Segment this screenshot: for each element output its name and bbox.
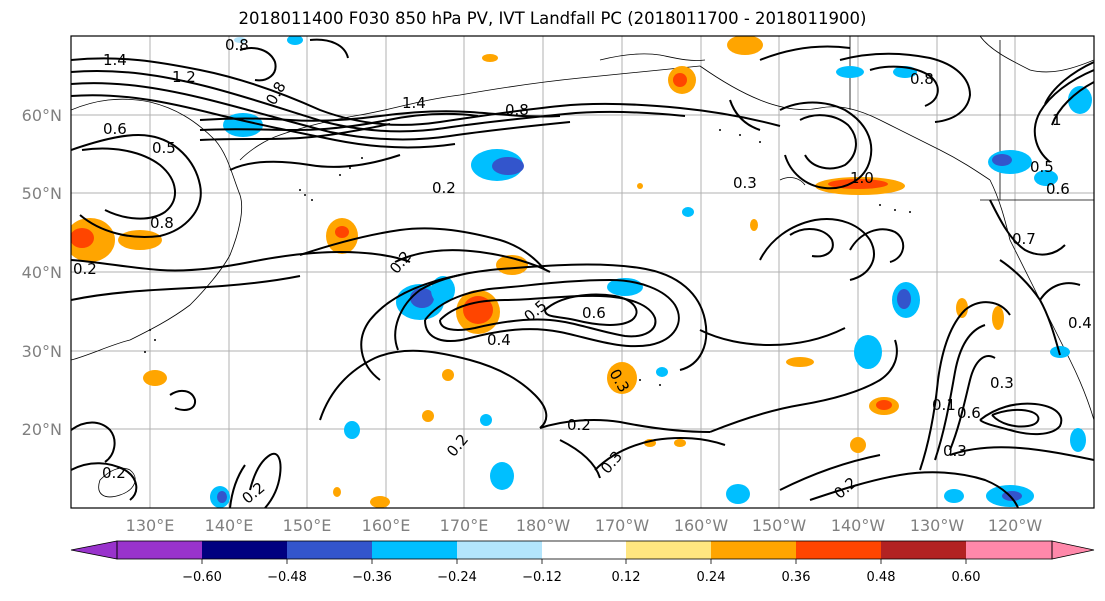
pv-contours xyxy=(71,38,1094,508)
lat-label-50n: 50°N xyxy=(22,184,62,203)
colorbar-segment xyxy=(372,541,457,559)
map-frame xyxy=(70,35,1095,509)
lon-label: 140°E xyxy=(205,516,254,535)
contour-label: 0.8 xyxy=(150,214,174,232)
lon-label: 150°E xyxy=(283,516,332,535)
contour-label: 0.3 xyxy=(943,442,967,460)
contour-label: 0.6 xyxy=(103,120,127,138)
contour-label: 0.2 xyxy=(73,260,97,278)
lon-label: 160°W xyxy=(674,516,729,535)
map-title: 2018011400 F030 850 hPa PV, IVT Landfall… xyxy=(238,9,867,28)
colorbar-segment xyxy=(966,541,1052,559)
contour-label: 1.0 xyxy=(850,169,874,187)
colorbar-segment xyxy=(287,541,372,559)
colorbar-extend-max xyxy=(1052,541,1094,559)
contour-label: 0.8 xyxy=(910,70,934,88)
contour-label: 0.3 xyxy=(733,174,757,192)
contour-label: 0.2 xyxy=(102,464,126,482)
contour-label: 1 xyxy=(1052,111,1062,129)
lon-label: 160°E xyxy=(362,516,411,535)
contour-label: 0.4 xyxy=(1068,314,1092,332)
colorbar-segment xyxy=(202,541,287,559)
lon-label: 130°E xyxy=(126,516,175,535)
lon-label: 150°W xyxy=(752,516,807,535)
contour-label: 0.6 xyxy=(582,304,606,322)
graticule xyxy=(71,36,1094,508)
colorbar-segment xyxy=(457,541,542,559)
contour-label: 0.4 xyxy=(487,331,511,349)
colorbar: −0.60 −0.48 −0.36 −0.24 −0.12 0.12 0.24 … xyxy=(70,540,1095,585)
contour-label: 0.2 xyxy=(567,416,591,434)
island-chain xyxy=(144,129,911,386)
colorbar-segment xyxy=(796,541,881,559)
colorbar-segment xyxy=(542,541,626,559)
lat-label-30n: 30°N xyxy=(22,342,62,361)
colorbar-segment xyxy=(117,541,202,559)
colorbar-tick-label: −0.24 xyxy=(437,570,477,585)
colorbar-tick-label: −0.48 xyxy=(267,570,307,585)
lat-label-40n: 40°N xyxy=(22,263,62,282)
lat-label-20n: 20°N xyxy=(22,420,62,439)
contour-label: 0.7 xyxy=(1012,230,1036,248)
contour-label: 1.4 xyxy=(402,94,426,112)
contour-label: 0.1 xyxy=(932,396,956,414)
lat-label-60n: 60°N xyxy=(22,106,62,125)
colorbar-segments xyxy=(71,541,1094,559)
contour-label: 0.6 xyxy=(957,404,981,422)
colorbar-segment xyxy=(711,541,796,559)
positive-pv-fills xyxy=(71,36,1004,508)
lon-label: 180°W xyxy=(516,516,571,535)
colorbar-tick-label: 0.60 xyxy=(952,570,981,585)
colorbar-tick-label: −0.60 xyxy=(182,570,222,585)
lon-label: 170°E xyxy=(440,516,489,535)
contour-label: 0.3 xyxy=(990,374,1014,392)
contour-label: 0.8 xyxy=(225,36,249,54)
lon-label: 130°W xyxy=(910,516,965,535)
colorbar-tick-label: −0.12 xyxy=(522,570,562,585)
colorbar-tick-label: −0.36 xyxy=(352,570,392,585)
longitude-labels: 130°E 140°E 150°E 160°E 170°E 180°W 170°… xyxy=(126,516,1043,535)
contour-label: 1.4 xyxy=(103,51,127,69)
contour-label: 0.8 xyxy=(505,101,529,119)
lon-label: 170°W xyxy=(595,516,650,535)
contour-label: 0.6 xyxy=(1046,180,1070,198)
colorbar-tick-label: 0.24 xyxy=(697,570,726,585)
colorbar-segment xyxy=(626,541,711,559)
contour-label: 1.2 xyxy=(172,68,196,86)
contour-label: 0.2 xyxy=(432,179,456,197)
latitude-labels: 60°N 50°N 40°N 30°N 20°N xyxy=(22,106,62,439)
lon-label: 140°W xyxy=(831,516,886,535)
colorbar-extend-min xyxy=(71,541,117,559)
contour-label: 0.5 xyxy=(1030,158,1054,176)
colorbar-tick-label: 0.36 xyxy=(782,570,811,585)
colorbar-tick-label: 0.48 xyxy=(867,570,896,585)
lon-label: 120°W xyxy=(988,516,1043,535)
contour-label: 0.5 xyxy=(152,139,176,157)
colorbar-segment xyxy=(881,541,966,559)
colorbar-tick-label: 0.12 xyxy=(612,570,641,585)
